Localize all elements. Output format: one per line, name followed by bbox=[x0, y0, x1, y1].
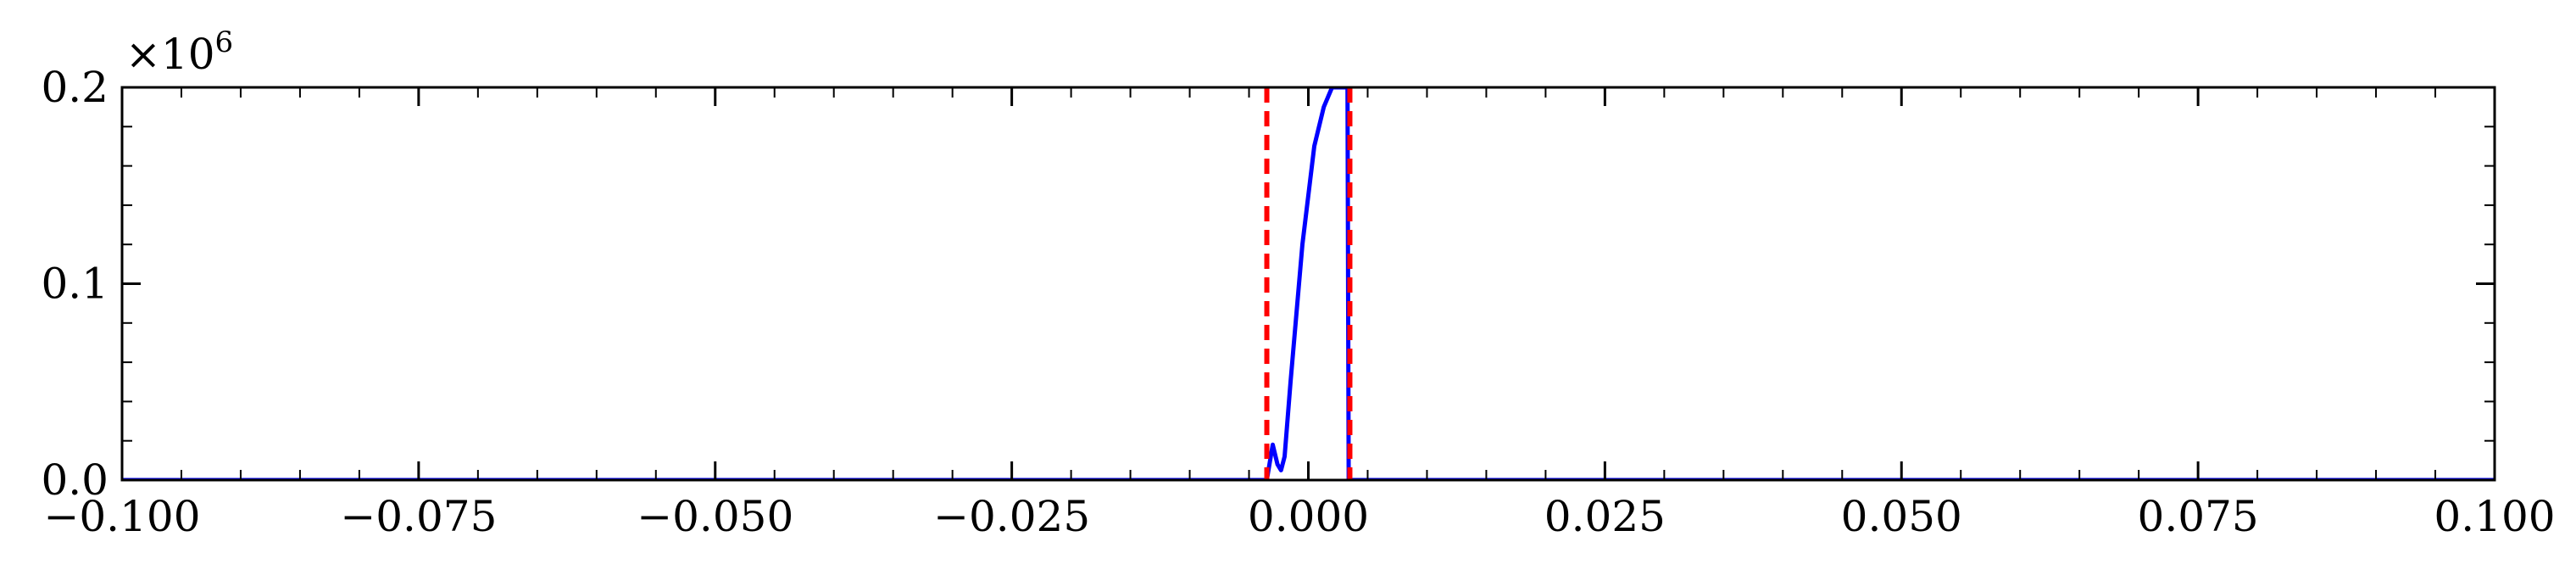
series-line-0 bbox=[122, 87, 2495, 480]
tick-labels: −0.100 −0.075 −0.050 −0.025 0.000 0.025 0.050 0… bbox=[41, 63, 2555, 541]
x-tick-label: 0.075 bbox=[2138, 492, 2259, 541]
y-tick-label: 0.2 bbox=[41, 63, 108, 112]
x-tick-label: 0.050 bbox=[1841, 492, 1962, 541]
axis-ticks bbox=[120, 86, 2496, 482]
y-tick-label: 0.0 bbox=[41, 455, 108, 505]
x-tick-label: 0.000 bbox=[1248, 492, 1369, 541]
x-tick-label: 0.100 bbox=[2434, 492, 2555, 541]
y-tick-label: 0.1 bbox=[41, 260, 108, 309]
axes-frame bbox=[120, 86, 2496, 482]
plot-area bbox=[122, 87, 2495, 480]
x-tick-label: −0.050 bbox=[637, 492, 793, 541]
x-tick-label: −0.075 bbox=[340, 492, 497, 541]
x-tick-label: 0.025 bbox=[1544, 492, 1666, 541]
x-tick-label: −0.025 bbox=[933, 492, 1090, 541]
y-multiplier-base: ×10 bbox=[125, 30, 215, 79]
x-tick-label: −0.100 bbox=[43, 492, 200, 541]
y-multiplier-exponent: 6 bbox=[215, 25, 234, 59]
y-axis-multiplier: ×106 bbox=[125, 25, 233, 79]
